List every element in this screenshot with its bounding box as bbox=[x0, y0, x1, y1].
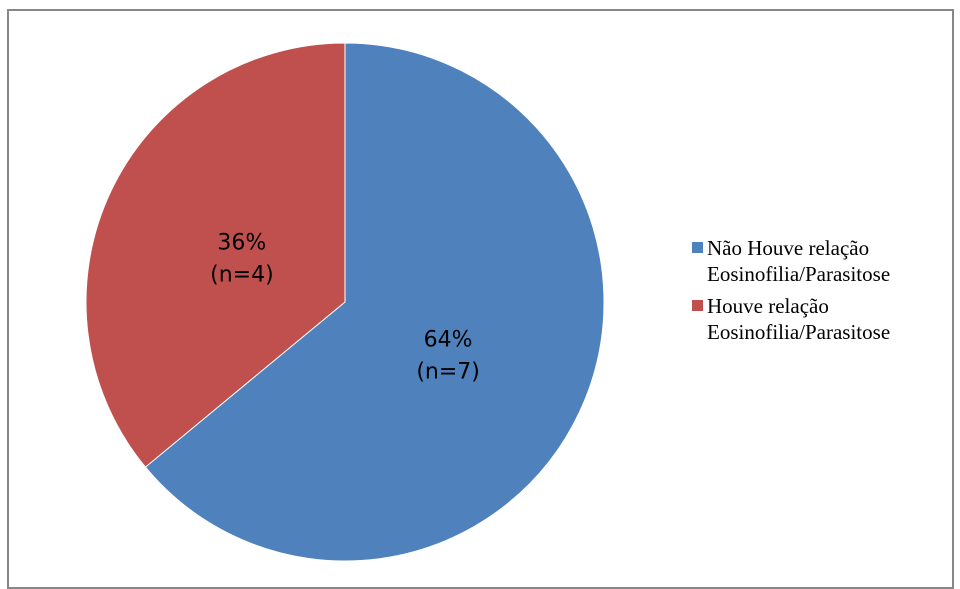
legend-label-nao-houve: Não Houve relação Eosinofilia/Parasitose bbox=[707, 235, 890, 287]
legend-item-nao-houve: Não Houve relação Eosinofilia/Parasitose bbox=[692, 235, 954, 287]
legend-label-houve: Houve relação Eosinofilia/Parasitose bbox=[707, 293, 890, 345]
legend-label-houve-line2: Eosinofilia/Parasitose bbox=[707, 320, 891, 344]
legend: Não Houve relação Eosinofilia/Parasitose… bbox=[692, 235, 954, 351]
legend-swatch-nao-houve bbox=[692, 242, 703, 253]
slice-percent-label-1: 36% bbox=[217, 230, 266, 255]
legend-item-houve: Houve relação Eosinofilia/Parasitose bbox=[692, 293, 954, 345]
slice-percent-label-0: 64% bbox=[424, 328, 473, 353]
legend-label-nao-houve-line1: Não Houve relação bbox=[707, 236, 870, 260]
slice-count-label-1: (n=4) bbox=[210, 262, 274, 287]
slice-count-label-0: (n=7) bbox=[416, 360, 480, 385]
pie-slice-1 bbox=[85, 42, 346, 468]
pie-slice-0 bbox=[144, 42, 605, 562]
legend-label-houve-line1: Houve relação bbox=[707, 294, 829, 318]
legend-label-nao-houve-line2: Eosinofilia/Parasitose bbox=[707, 262, 891, 286]
legend-swatch-houve bbox=[692, 300, 703, 311]
